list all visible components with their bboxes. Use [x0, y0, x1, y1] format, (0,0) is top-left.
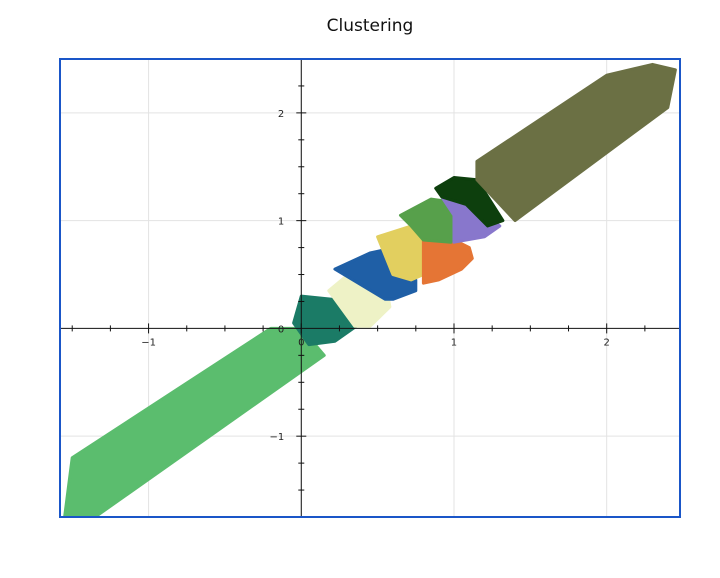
- cluster-region-7: [399, 197, 456, 244]
- tick-labels: −1 0 1 2 −1 1 2 0: [141, 109, 610, 443]
- y-tick-label: 2: [278, 109, 284, 120]
- plot-frame: [59, 58, 681, 518]
- cluster-regions: [63, 62, 677, 517]
- y-tick-label: 1: [278, 217, 284, 228]
- cluster-region-6: [421, 235, 474, 285]
- x-tick-label: −1: [141, 337, 156, 348]
- cluster-region-9: [434, 176, 505, 228]
- x-tick-label: 1: [451, 337, 457, 348]
- cluster-region-1: [63, 326, 326, 517]
- origin-label: 0: [278, 324, 284, 335]
- x-tick-label: 2: [604, 337, 610, 348]
- x-tick-label: 0: [298, 337, 304, 348]
- y-tick-label: −1: [270, 432, 285, 443]
- chart-title: Clustering: [326, 16, 414, 36]
- cluster-region-10: [475, 62, 677, 223]
